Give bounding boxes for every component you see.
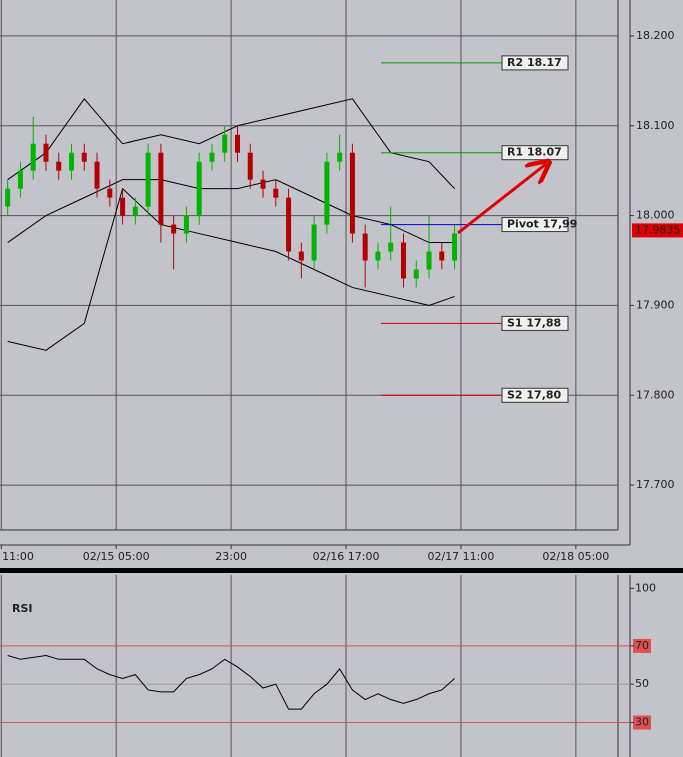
candle-body — [69, 152, 75, 171]
y-tick-label: 18.000 — [636, 209, 675, 222]
candle-body — [43, 143, 49, 162]
candle-body — [5, 188, 11, 207]
candle-body — [120, 197, 126, 216]
band-lower — [7, 187, 455, 351]
level-label-box — [501, 315, 569, 331]
y-tick-label: 100 — [635, 581, 656, 594]
candle-body — [273, 188, 279, 198]
candle-body — [337, 152, 343, 162]
level-label: S1 17,88 — [507, 316, 561, 329]
candle-body — [375, 251, 381, 261]
pane-title: RSI — [12, 602, 33, 615]
x-tick-label: 11:00 — [2, 550, 34, 563]
candle-body — [17, 170, 23, 189]
candle-body — [222, 134, 228, 153]
candle-body — [400, 242, 406, 279]
candle-body — [145, 152, 151, 207]
candle-body — [158, 152, 164, 225]
level-label: R2 18.17 — [507, 56, 562, 69]
candle-body — [247, 152, 253, 180]
candle-body — [81, 152, 87, 162]
x-tick-label: 23:00 — [215, 550, 247, 563]
level-label-box — [501, 217, 569, 233]
candle-body — [413, 269, 419, 279]
y-tick-label: 50 — [635, 677, 649, 690]
last-price-box — [632, 223, 683, 238]
y-tick-label: 18.100 — [636, 119, 675, 132]
level-label-box — [501, 387, 569, 403]
level-label: S2 17,80 — [507, 388, 562, 401]
y-tick-label: 17.900 — [636, 298, 675, 311]
y-tick-label: 17.800 — [636, 388, 675, 401]
candle-body — [426, 251, 432, 270]
rsi-pane: 100 70 50 30 RSI — [0, 575, 656, 757]
candle-body — [196, 161, 202, 216]
candle-body — [183, 215, 189, 234]
y-tick-label: 70 — [635, 639, 649, 652]
tick-highlight — [633, 638, 651, 653]
price-pane: 17.700 17.800 17.900 18.000 18.100 18.200 11:0… — [0, 0, 683, 563]
candle-body — [56, 161, 62, 171]
y-tick-label: 30 — [635, 716, 649, 729]
level-label-box — [501, 55, 569, 71]
x-tick-label: 02/15 05:00 — [83, 550, 150, 563]
candle-body — [286, 197, 292, 252]
candle-body — [362, 233, 368, 261]
level-label: R1 18.07 — [507, 146, 562, 159]
y-tick-label: 17.700 — [636, 478, 675, 491]
candle-body — [452, 233, 458, 261]
x-tick-label: 02/16 17:00 — [313, 550, 380, 563]
rsi-line — [7, 654, 455, 710]
x-tick-label: 02/18 05:00 — [542, 550, 609, 563]
candle-body — [171, 224, 177, 234]
candle-body — [107, 188, 113, 198]
candle-body — [349, 152, 355, 234]
annotation-arrow — [457, 164, 546, 235]
candle-body — [234, 134, 240, 153]
pane-separator — [0, 568, 683, 573]
last-price: 17.9835 — [635, 223, 681, 236]
candle-body — [132, 206, 138, 216]
candle-body — [324, 161, 330, 225]
y-tick-label: 18.200 — [636, 29, 675, 42]
candle-body — [94, 161, 100, 189]
candle-body — [439, 251, 445, 261]
x-tick-label: 02/17 11:00 — [427, 550, 494, 563]
tick-highlight — [633, 715, 651, 730]
candle-body — [209, 152, 215, 162]
candle-body — [298, 251, 304, 261]
candle-body — [260, 179, 266, 189]
level-label: Pivot 17,99 — [507, 218, 577, 231]
candle-body — [311, 224, 317, 261]
candle-body — [388, 242, 394, 252]
candle-body — [30, 143, 36, 171]
